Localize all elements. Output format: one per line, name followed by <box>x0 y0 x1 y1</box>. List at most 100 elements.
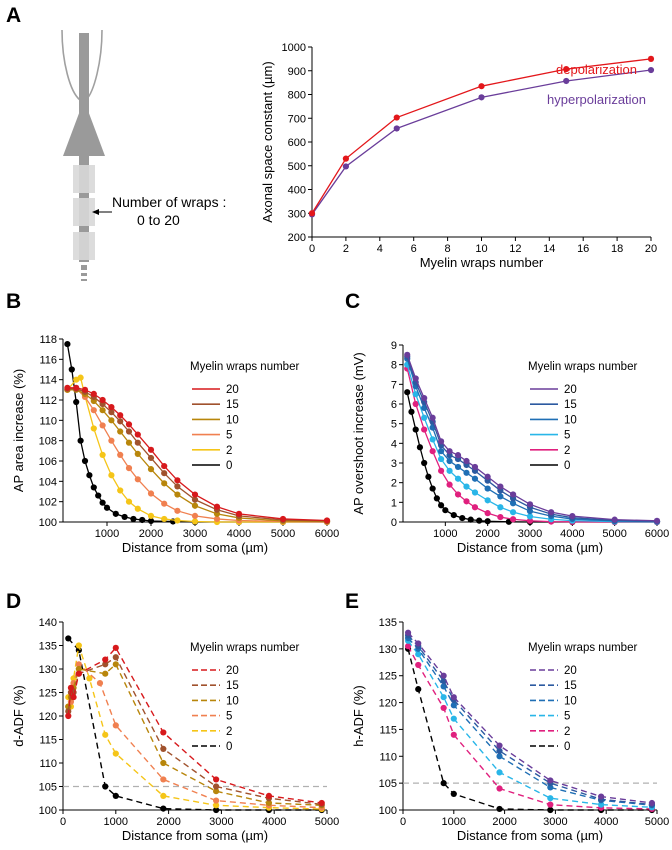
x-tick-label: 4000 <box>227 528 251 540</box>
data-point <box>90 407 97 414</box>
data-point <box>393 114 400 121</box>
x-tick-label: 18 <box>611 243 623 255</box>
data-point <box>446 457 453 465</box>
data-point <box>90 484 97 491</box>
x-tick-label: 6000 <box>645 528 669 540</box>
y-axis-label: AP area increase (%) <box>11 369 26 492</box>
data-point <box>438 448 445 455</box>
myelin-segment <box>73 198 95 226</box>
data-point <box>497 504 504 511</box>
data-point <box>213 806 220 814</box>
arrow-head-icon <box>92 209 99 215</box>
data-point <box>450 715 457 722</box>
y-tick-label: 700 <box>288 113 306 125</box>
legend-label: 15 <box>564 680 577 692</box>
y-tick-label: 105 <box>379 778 397 790</box>
data-point <box>476 517 483 524</box>
data-point <box>125 465 133 472</box>
data-point <box>102 670 109 677</box>
data-point <box>438 467 445 474</box>
data-point <box>318 799 325 807</box>
legend-label: 20 <box>226 665 239 677</box>
data-point <box>421 395 428 402</box>
data-point <box>415 661 422 669</box>
y-tick-label: 8 <box>391 360 397 372</box>
data-point <box>497 483 504 490</box>
data-point <box>108 472 115 479</box>
myelin-segment <box>73 165 95 193</box>
x-tick-label: 1000 <box>442 816 466 828</box>
y-tick-label: 140 <box>39 617 57 629</box>
data-point <box>598 793 605 800</box>
data-point <box>547 795 554 802</box>
data-point <box>496 805 503 813</box>
data-point <box>478 94 485 101</box>
legend-label: 20 <box>564 384 577 396</box>
data-point <box>161 462 168 470</box>
y-tick-label: 125 <box>39 688 57 700</box>
series-line-5 <box>407 640 652 809</box>
data-point <box>598 801 605 808</box>
data-point <box>454 491 462 498</box>
data-point <box>99 396 106 404</box>
soma <box>63 100 105 156</box>
data-point <box>70 694 77 701</box>
data-point <box>161 500 168 507</box>
x-tick-label: 3000 <box>543 816 567 828</box>
data-point <box>496 747 503 755</box>
y-tick-label: 112 <box>39 395 57 407</box>
axon-tail <box>81 273 87 276</box>
data-point <box>438 455 445 463</box>
wraps-label-line2: 0 to 20 <box>137 212 180 228</box>
data-point <box>86 675 93 682</box>
x-tick-label: 3000 <box>518 528 542 540</box>
data-point <box>415 640 422 647</box>
data-point <box>73 384 80 391</box>
myelin-segment <box>73 232 95 260</box>
y-tick-label: 116 <box>39 354 57 366</box>
data-point <box>65 635 72 642</box>
data-point <box>95 492 102 499</box>
x-tick-label: 2000 <box>475 528 499 540</box>
data-point <box>75 665 82 673</box>
data-point <box>81 386 89 393</box>
data-point <box>235 510 243 517</box>
y-tick-label: 800 <box>288 90 306 102</box>
series-line-0 <box>67 637 322 811</box>
data-point <box>112 661 119 668</box>
data-point <box>160 776 167 783</box>
y-tick-label: 5 <box>391 419 397 431</box>
y-tick-label: 100 <box>39 517 57 529</box>
legend-label: 2 <box>226 726 232 738</box>
data-point <box>112 750 119 757</box>
data-point <box>265 792 273 800</box>
data-point <box>308 210 316 217</box>
data-point <box>160 745 167 753</box>
series-line-0 <box>407 648 652 811</box>
data-point <box>134 439 141 446</box>
data-point <box>421 426 428 433</box>
data-point <box>117 451 124 458</box>
data-point <box>440 780 447 787</box>
data-point <box>102 783 109 790</box>
data-point <box>323 517 331 524</box>
data-point <box>611 516 618 523</box>
data-point <box>421 414 428 421</box>
data-point <box>77 374 84 381</box>
data-point <box>191 496 199 503</box>
data-point <box>213 776 220 783</box>
data-point <box>478 83 485 90</box>
y-tick-label: 120 <box>379 698 397 710</box>
y-tick-label: 100 <box>39 805 57 817</box>
data-point <box>647 55 655 62</box>
data-point <box>446 481 453 488</box>
data-point <box>526 517 534 524</box>
data-point <box>416 444 424 451</box>
x-tick-label: 6000 <box>315 528 339 540</box>
x-tick-label: 4000 <box>560 528 584 540</box>
x-axis-label: Distance from soma (µm) <box>122 540 268 555</box>
wraps-label-line1: Number of wraps : <box>112 194 226 210</box>
